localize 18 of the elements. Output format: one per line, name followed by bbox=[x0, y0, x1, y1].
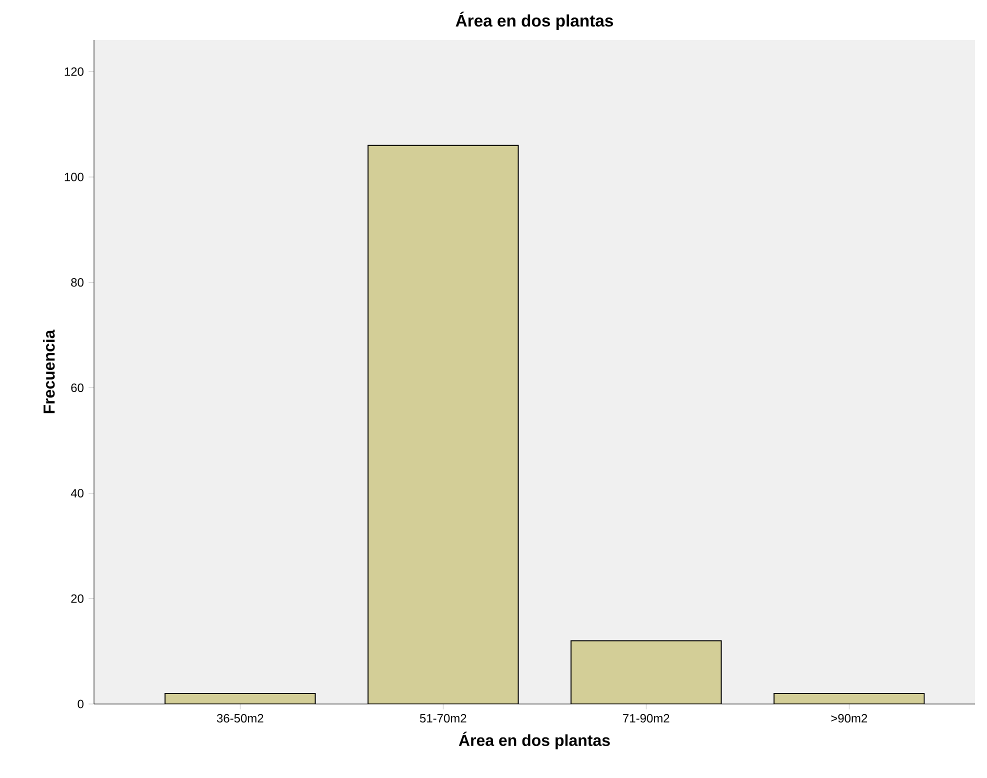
x-tick-label: 71-90m2 bbox=[623, 714, 670, 723]
bar bbox=[165, 693, 316, 704]
x-tick-label: 36-50m2 bbox=[216, 714, 264, 723]
y-tick-label: 60 bbox=[71, 384, 84, 392]
y-axis-title: Frecuencia bbox=[43, 330, 55, 414]
x-tick-label: >90m2 bbox=[831, 714, 868, 723]
chart-title: Área en dos plantas bbox=[456, 12, 614, 30]
y-tick-label: 20 bbox=[71, 594, 84, 603]
y-tick-label: 100 bbox=[64, 172, 84, 182]
bar bbox=[774, 692, 925, 704]
x-tick-label: 51-70m2 bbox=[420, 714, 466, 723]
bar bbox=[570, 640, 722, 704]
y-tick-label: 0 bbox=[78, 700, 84, 708]
y-tick-label: 80 bbox=[71, 278, 84, 287]
bar bbox=[368, 144, 519, 704]
y-tick-label: 40 bbox=[70, 488, 84, 498]
x-axis-title: Área en dos plantas bbox=[458, 732, 610, 750]
y-tick-label: 120 bbox=[64, 67, 84, 76]
